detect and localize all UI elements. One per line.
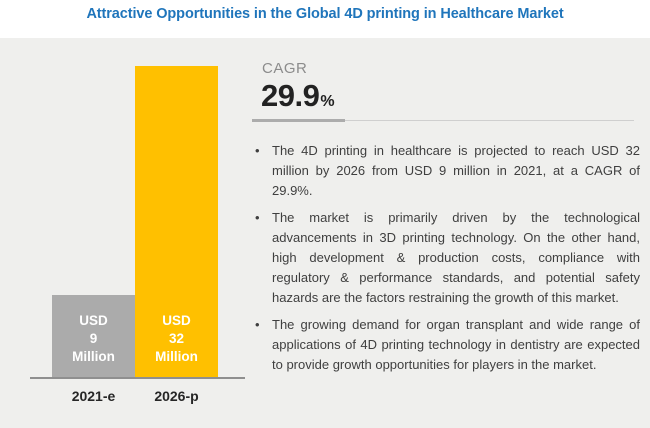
bar-2026p-label-currency: USD: [162, 313, 191, 328]
x-axis-line: [30, 377, 245, 379]
x-tick-2026p: 2026-p: [154, 388, 199, 404]
bar-chart: USD 9 Million USD 32 Million 2021-e 2026…: [0, 38, 250, 428]
bar-2021e-label-value: 9: [89, 331, 98, 346]
content-panel: USD 9 Million USD 32 Million 2021-e 2026…: [0, 38, 650, 428]
divider-line: [252, 120, 634, 121]
bullet-market-projection: The 4D printing in healthcare is project…: [252, 141, 640, 201]
key-insights-list: The 4D printing in healthcare is project…: [252, 141, 640, 382]
bar-2021e-label-currency: USD: [79, 313, 108, 328]
x-tick-2021e: 2021-e: [71, 388, 116, 404]
bar-2021e-label-unit: Million: [72, 349, 115, 364]
cagr-value: 29.9%: [261, 78, 335, 114]
cagr-number: 29.9: [261, 78, 320, 113]
bar-2021e: USD 9 Million: [52, 295, 135, 378]
cagr-percent-sign: %: [320, 93, 335, 110]
page-title: Attractive Opportunities in the Global 4…: [86, 6, 564, 22]
bullet-growth-opportunities: The growing demand for organ transplant …: [252, 315, 640, 375]
bullet-drivers-restraints: The market is primarily driven by the te…: [252, 208, 640, 308]
cagr-label: CAGR: [262, 60, 308, 77]
bar-2026p-label-unit: Million: [155, 349, 198, 364]
bar-2026p: USD 32 Million: [135, 66, 218, 378]
section-divider: [252, 119, 634, 122]
bar-2026p-label-value: 32: [168, 331, 185, 346]
divider-accent: [252, 119, 345, 122]
